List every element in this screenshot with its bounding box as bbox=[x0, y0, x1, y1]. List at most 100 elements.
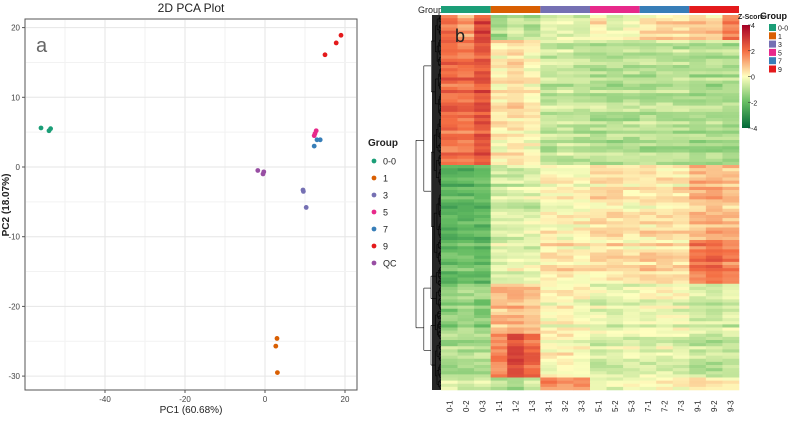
heatmap-cell bbox=[722, 321, 740, 325]
heatmap-cell bbox=[523, 352, 541, 356]
group-bar-0-0 bbox=[441, 6, 491, 13]
heatmap-cell bbox=[689, 305, 707, 310]
heatmap-cell bbox=[490, 386, 508, 391]
heatmap-cell bbox=[490, 68, 508, 72]
heatmap-cell bbox=[474, 93, 491, 97]
heatmap-cell bbox=[490, 261, 508, 266]
heatmap-cell bbox=[672, 68, 690, 72]
heatmap-cell bbox=[656, 283, 674, 288]
heatmap-cell bbox=[490, 277, 508, 281]
heatmap-cell bbox=[623, 252, 640, 256]
heatmap-cell bbox=[623, 36, 640, 41]
heatmap-cell bbox=[523, 46, 541, 50]
heatmap-cell bbox=[722, 355, 740, 360]
heatmap-cell bbox=[507, 330, 525, 335]
heatmap-cell bbox=[705, 152, 723, 156]
heatmap-cell bbox=[523, 271, 541, 275]
heatmap-cell bbox=[705, 299, 723, 303]
heatmap-cell bbox=[722, 43, 740, 47]
heatmap-cell bbox=[523, 115, 541, 119]
heatmap-cell bbox=[590, 355, 607, 360]
heatmap-cell bbox=[623, 205, 640, 210]
heatmap-cell bbox=[639, 327, 657, 331]
heatmap-cell bbox=[540, 352, 558, 356]
heatmap-cell bbox=[507, 236, 525, 241]
heatmap-cell bbox=[689, 49, 707, 53]
heatmap-cell bbox=[623, 140, 640, 144]
heatmap-cell bbox=[507, 221, 525, 225]
heatmap-cell bbox=[490, 311, 508, 316]
heatmap-cell bbox=[606, 371, 624, 375]
heatmap-cell bbox=[590, 196, 607, 200]
heatmap-cell bbox=[672, 240, 690, 244]
heatmap-cell bbox=[656, 202, 674, 206]
heatmap-cell bbox=[722, 61, 740, 66]
heatmap-cell bbox=[639, 343, 657, 347]
heatmap-cell bbox=[474, 21, 491, 25]
heatmap-cell bbox=[672, 299, 690, 303]
heatmap-cell bbox=[441, 249, 458, 253]
heatmap-cell bbox=[656, 149, 674, 153]
heatmap-cell bbox=[540, 233, 558, 238]
heatmap-cell bbox=[457, 365, 475, 369]
heatmap-cell bbox=[672, 315, 690, 319]
heatmap-cell bbox=[689, 215, 707, 219]
heatmap-cell bbox=[490, 127, 508, 131]
heatmap-cell bbox=[457, 258, 475, 263]
heatmap-cell bbox=[441, 58, 458, 63]
heatmap-cell bbox=[722, 55, 740, 60]
heatmap-cell bbox=[623, 327, 640, 331]
heatmap-cell bbox=[556, 83, 574, 88]
heatmap-cell bbox=[656, 199, 674, 203]
heatmap-cell bbox=[573, 268, 591, 272]
heatmap-cell bbox=[705, 365, 723, 369]
sample-label: 9-3 bbox=[727, 400, 736, 412]
heatmap-cell bbox=[606, 186, 624, 191]
heatmap-cell bbox=[689, 330, 707, 335]
heatmap-cell bbox=[556, 158, 574, 163]
heatmap-cell bbox=[689, 171, 707, 175]
heatmap-cell bbox=[474, 324, 491, 328]
heatmap-cell bbox=[540, 124, 558, 128]
heatmap-cell bbox=[623, 174, 640, 178]
heatmap-cell bbox=[573, 146, 591, 150]
heatmap-cell bbox=[441, 180, 458, 185]
heatmap-cell bbox=[623, 302, 640, 306]
heatmap-cell bbox=[490, 283, 508, 288]
heatmap-cell bbox=[523, 240, 541, 244]
heatmap-cell bbox=[722, 127, 740, 131]
heatmap-cell bbox=[507, 43, 525, 47]
heatmap-cell bbox=[590, 124, 607, 128]
heatmap-cell bbox=[573, 99, 591, 103]
heatmap-cell bbox=[590, 233, 607, 238]
heatmap-cell bbox=[540, 46, 558, 50]
heatmap-cell bbox=[705, 99, 723, 103]
heatmap-cell bbox=[523, 258, 541, 263]
heatmap-cell bbox=[507, 255, 525, 260]
heatmap-cell bbox=[623, 96, 640, 100]
heatmap-cell bbox=[573, 265, 591, 269]
heatmap-cell bbox=[623, 190, 640, 194]
heatmap-cell bbox=[656, 224, 674, 228]
heatmap-cell bbox=[490, 255, 508, 260]
heatmap-cell bbox=[590, 165, 607, 169]
heatmap: Group b 0-1 0-2 0-3 1-1 1-2 1-3 3-1 3-2 3-3 5-1 5-… bbox=[415, 5, 788, 412]
heatmap-cell bbox=[623, 180, 640, 185]
heatmap-cell bbox=[507, 261, 525, 266]
heatmap-cell bbox=[705, 136, 723, 141]
y-tick-label: -20 bbox=[8, 302, 20, 311]
heatmap-cell bbox=[474, 127, 491, 131]
heatmap-cell bbox=[590, 290, 607, 294]
heatmap-cell bbox=[639, 40, 657, 44]
heatmap-cell bbox=[556, 177, 574, 181]
heatmap-cell bbox=[623, 374, 640, 378]
heatmap-cell bbox=[590, 130, 607, 135]
heatmap-cell bbox=[441, 18, 458, 22]
heatmap-cell bbox=[672, 183, 690, 188]
heatmap-cell bbox=[457, 255, 475, 260]
legend-marker bbox=[371, 260, 377, 266]
heatmap-cell bbox=[441, 240, 458, 244]
heatmap-cell bbox=[606, 108, 624, 113]
heatmap-cell bbox=[556, 274, 574, 278]
heatmap-cell bbox=[474, 368, 491, 372]
